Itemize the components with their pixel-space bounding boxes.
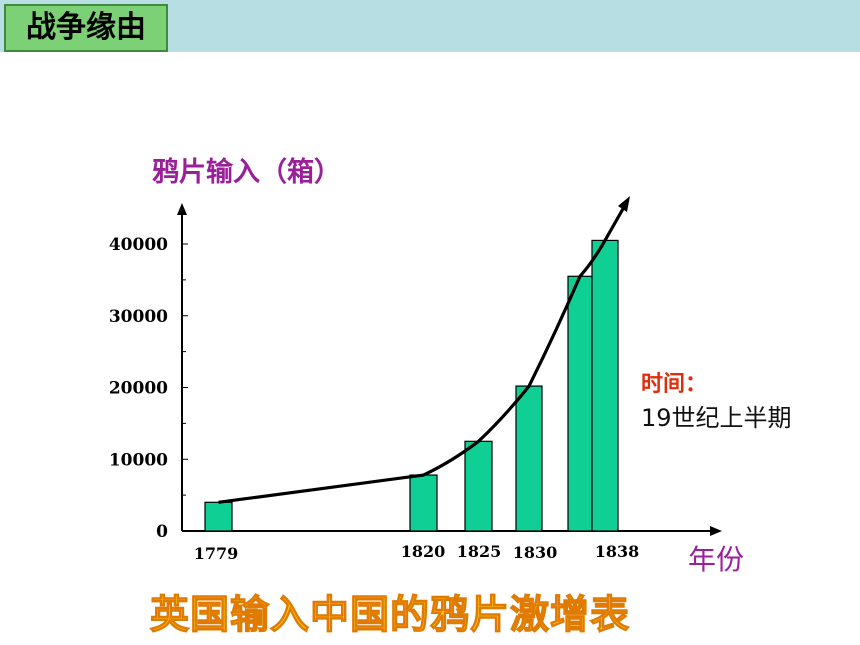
x-tick-label: 1820 (401, 542, 446, 561)
x-tick-label: 1838 (595, 542, 640, 561)
x-tick-label: 1779 (194, 544, 239, 563)
x-tick-label: 1825 (457, 542, 502, 561)
section-title: 战争缘由 (4, 4, 168, 52)
bar (567, 275, 593, 532)
y-axis-arrow-icon (177, 203, 187, 215)
bar (409, 474, 438, 532)
y-tick-label: 10000 (109, 450, 168, 470)
trend-arrow-icon (618, 196, 630, 212)
annotation-value: 19世纪上半期 (641, 404, 792, 432)
y-tick-label: 30000 (109, 307, 168, 327)
bar (515, 385, 543, 532)
y-tick-label: 20000 (109, 379, 168, 399)
trend-line (218, 199, 630, 504)
y-tick-label: 40000 (109, 235, 168, 255)
x-axis-arrow-icon (710, 526, 722, 536)
x-tick-label: 1830 (513, 543, 558, 562)
annotation-label: 时间： (641, 372, 708, 397)
bar (204, 501, 233, 532)
y-axis-title: 鸦片输入（箱） (152, 157, 341, 188)
chart-title: 英国输入中国的鸦片激增表 (149, 592, 630, 638)
bar (591, 239, 619, 532)
y-tick-label: 0 (156, 522, 168, 542)
x-axis-title: 年份 (688, 543, 745, 576)
bar (464, 440, 493, 532)
